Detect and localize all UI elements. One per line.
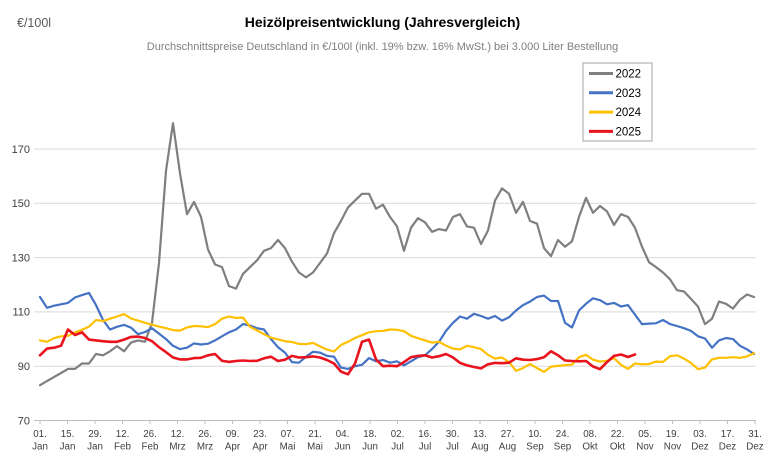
x-axis-tick-label: 08. bbox=[583, 429, 597, 440]
x-axis-tick-label: 26. bbox=[143, 429, 157, 440]
x-axis-tick-label: 15. bbox=[61, 429, 75, 440]
legend-label-2025: 2025 bbox=[616, 126, 642, 138]
x-axis-tick-label-month: Jan bbox=[87, 442, 103, 453]
x-axis-tick-label-month: Feb bbox=[142, 442, 159, 453]
x-axis-tick-label: 10. bbox=[528, 429, 542, 440]
legend-item-2024: 2024 bbox=[589, 107, 642, 119]
x-axis-tick-label-month: Aug bbox=[471, 442, 488, 453]
x-axis-tick-label-month: Aug bbox=[499, 442, 516, 453]
series-line-2024 bbox=[38, 313, 756, 373]
x-axis-tick-label: 31. bbox=[748, 429, 762, 440]
y-axis-tick-label: 70 bbox=[18, 415, 30, 427]
x-axis-tick-label: 19. bbox=[666, 429, 680, 440]
x-axis-tick-label: 04. bbox=[336, 429, 350, 440]
x-axis-tick-label-month: Dez bbox=[691, 442, 709, 453]
x-axis-tick-label: 12. bbox=[116, 429, 130, 440]
x-axis-tick-label: 29. bbox=[88, 429, 102, 440]
legend-label-2024: 2024 bbox=[616, 107, 642, 119]
y-axis-tick-label: 170 bbox=[12, 144, 30, 156]
y-axis-tick-label: 150 bbox=[12, 198, 30, 210]
x-axis-tick-label: 24. bbox=[556, 429, 570, 440]
x-axis-tick-label: 16. bbox=[418, 429, 432, 440]
x-axis-tick-label: 13. bbox=[473, 429, 487, 440]
x-axis-tick-label-month: Dez bbox=[719, 442, 737, 453]
x-axis-tick-label-month: Feb bbox=[114, 442, 131, 453]
x-axis-tick-label: 23. bbox=[253, 429, 267, 440]
x-axis-tick-label-month: Mrz bbox=[169, 442, 185, 453]
series-line-2025 bbox=[38, 328, 637, 376]
legend-item-2023: 2023 bbox=[589, 88, 641, 100]
x-axis-tick-label-month: Mai bbox=[280, 442, 296, 453]
x-axis-tick-label: 03. bbox=[693, 429, 707, 440]
x-axis-tick-label: 30. bbox=[446, 429, 460, 440]
x-axis-tick-label: 07. bbox=[281, 429, 295, 440]
x-axis-tick-label: 09. bbox=[226, 429, 240, 440]
y-axis-tick-label: 110 bbox=[12, 307, 30, 319]
legend-box bbox=[582, 62, 653, 142]
x-axis-tick-label-month: Nov bbox=[636, 442, 654, 453]
x-axis-tick-label-month: Apr bbox=[225, 442, 241, 453]
x-axis-tick-label-month: Jul bbox=[391, 442, 404, 453]
legend-label-2023: 2023 bbox=[616, 88, 642, 100]
x-axis-tick-label-month: Dez bbox=[746, 442, 764, 453]
x-axis-tick-label-month: Jul bbox=[419, 442, 432, 453]
x-axis-tick-label: 18. bbox=[363, 429, 377, 440]
x-axis-tick-label: 01. bbox=[33, 429, 47, 440]
x-axis-tick-label-month: Jun bbox=[362, 442, 378, 453]
x-axis-tick-label-month: Sep bbox=[554, 442, 572, 453]
y-axis-unit-label: €/100l bbox=[17, 16, 52, 30]
x-axis-tick-label-month: Jun bbox=[335, 442, 351, 453]
x-axis-tick-label-month: Jan bbox=[32, 442, 48, 453]
x-axis-tick-label-month: Jul bbox=[446, 442, 459, 453]
x-axis-tick-label: 12. bbox=[171, 429, 185, 440]
x-axis-tick-label: 05. bbox=[638, 429, 652, 440]
x-axis-tick-label-month: Jan bbox=[60, 442, 76, 453]
x-axis-tick-label: 21. bbox=[308, 429, 322, 440]
series-line-2023 bbox=[38, 291, 756, 370]
x-axis-tick-label-month: Mrz bbox=[197, 442, 213, 453]
x-axis-tick-label-month: Apr bbox=[252, 442, 268, 453]
x-axis-tick-label: 27. bbox=[501, 429, 515, 440]
series-line-2022 bbox=[38, 122, 756, 387]
legend-label-2022: 2022 bbox=[616, 69, 642, 81]
x-axis-tick-label: 02. bbox=[391, 429, 405, 440]
x-axis-tick-label-month: Nov bbox=[664, 442, 682, 453]
legend-item-2025: 2025 bbox=[589, 126, 641, 138]
legend-item-2022: 2022 bbox=[589, 69, 641, 81]
y-axis-tick-label: 90 bbox=[18, 361, 30, 373]
x-axis-tick-label: 22. bbox=[611, 429, 625, 440]
x-axis-tick-label-month: Mai bbox=[307, 442, 323, 453]
y-axis-tick-label: 130 bbox=[12, 252, 30, 264]
x-axis-tick-label: 26. bbox=[198, 429, 212, 440]
x-axis-tick-label-month: Okt bbox=[582, 442, 598, 453]
x-axis-tick-label-month: Sep bbox=[526, 442, 544, 453]
x-axis-tick-label: 17. bbox=[721, 429, 735, 440]
x-axis-tick-label-month: Okt bbox=[610, 442, 626, 453]
chart-subtitle: Durchschnittspreise Deutschland in €/100… bbox=[146, 41, 619, 53]
chart-title: Heizölpreisentwicklung (Jahresvergleich) bbox=[244, 14, 521, 30]
